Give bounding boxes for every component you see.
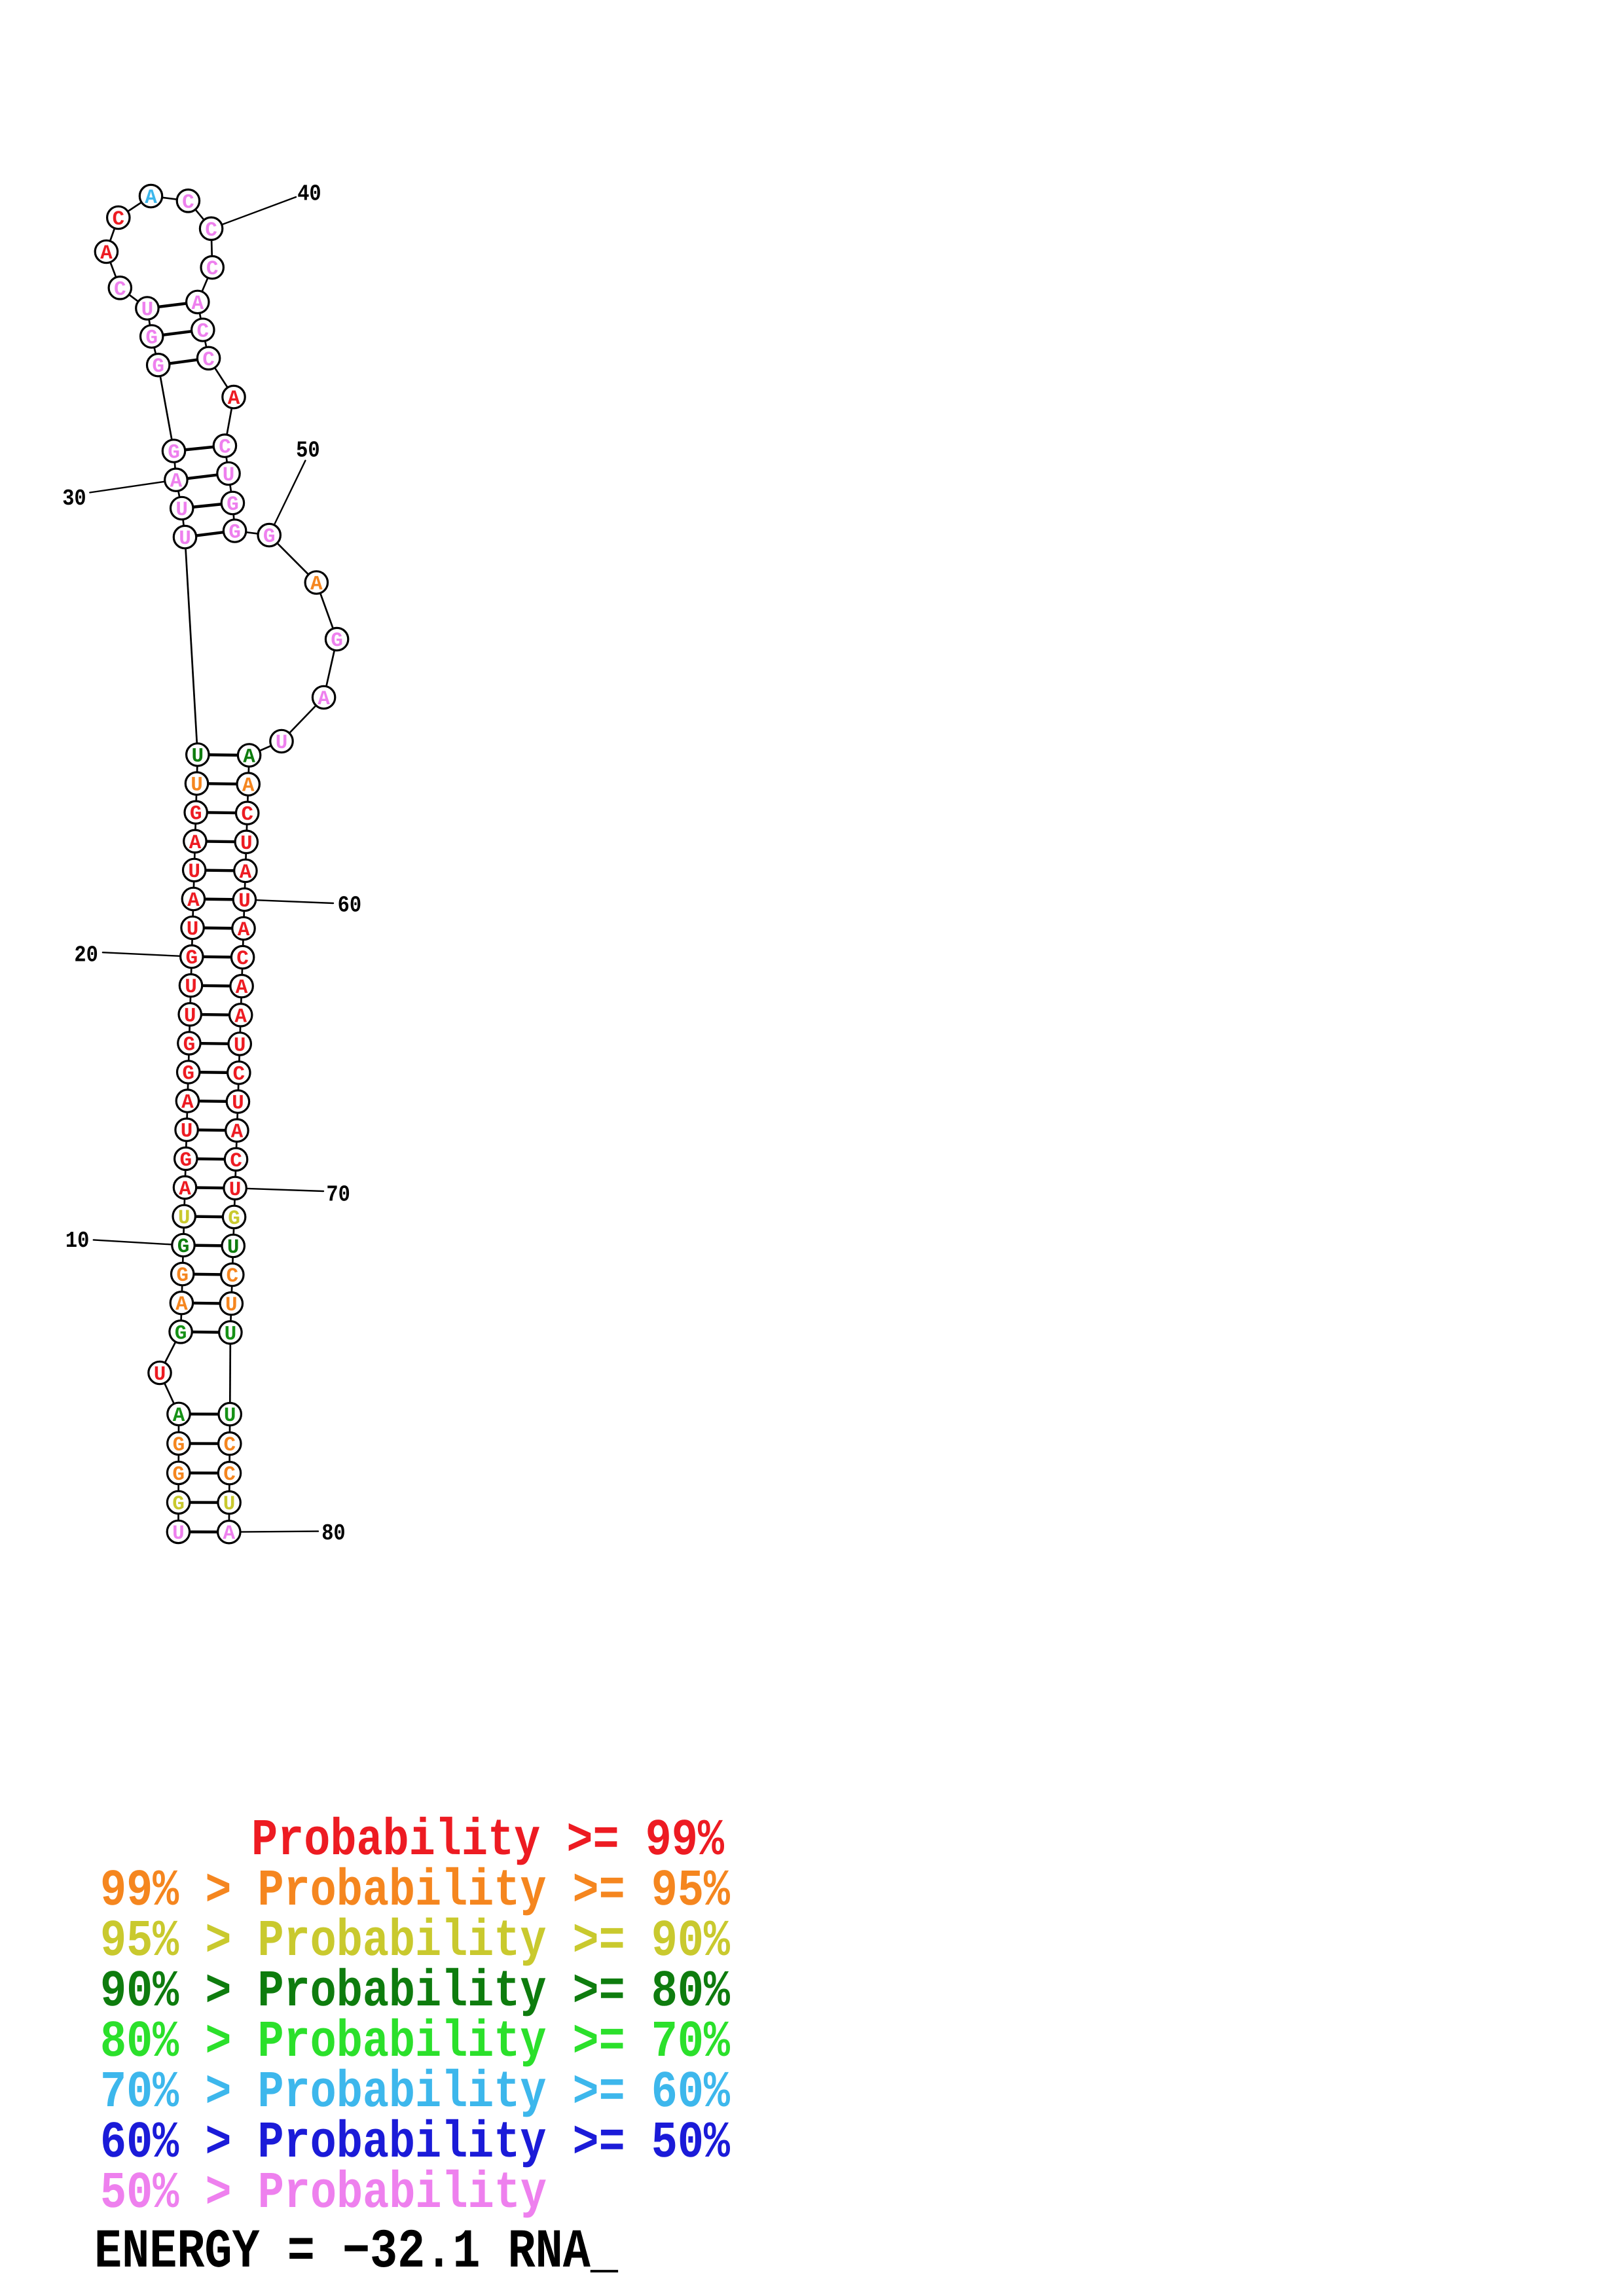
svg-text:A: A [238, 919, 250, 942]
svg-text:U: U [240, 833, 253, 855]
svg-text:A: A [175, 1293, 188, 1316]
svg-text:G: G [179, 1149, 192, 1172]
svg-text:A: A [240, 861, 252, 884]
svg-text:ENERGY = −32.1 RNA_: ENERGY = −32.1 RNA_ [94, 2221, 618, 2284]
svg-text:U: U [227, 1236, 240, 1259]
svg-text:G: G [190, 803, 202, 826]
svg-text:40: 40 [297, 181, 321, 207]
svg-text:A: A [145, 187, 157, 209]
svg-text:G: G [172, 1463, 185, 1486]
svg-text:U: U [225, 1294, 238, 1317]
svg-text:U: U [224, 1405, 236, 1427]
svg-text:U: U [232, 1092, 244, 1115]
svg-text:A: A [231, 1121, 244, 1144]
svg-text:C: C [219, 437, 231, 459]
svg-text:50: 50 [296, 438, 320, 464]
svg-text:99% > Probability >= 95%: 99% > Probability >= 95% [100, 1861, 730, 1920]
svg-text:Probability >= 99%: Probability >= 99% [251, 1811, 724, 1870]
svg-text:A: A [187, 889, 200, 912]
svg-text:20: 20 [74, 942, 98, 968]
svg-text:A: A [234, 1005, 247, 1028]
svg-text:A: A [310, 573, 323, 596]
svg-text:U: U [184, 1005, 196, 1028]
svg-text:C: C [114, 278, 126, 301]
svg-text:U: U [223, 464, 235, 487]
svg-text:C: C [182, 191, 194, 214]
svg-text:60% > Probability >= 50%: 60% > Probability >= 50% [100, 2113, 730, 2172]
svg-text:U: U [223, 1493, 236, 1516]
svg-text:G: G [228, 1208, 240, 1230]
svg-text:U: U [179, 528, 191, 550]
svg-text:U: U [154, 1363, 166, 1386]
svg-text:10: 10 [65, 1228, 89, 1254]
svg-text:C: C [241, 804, 253, 827]
svg-text:C: C [206, 258, 219, 281]
svg-text:50% > Probability: 50% > Probability [100, 2164, 547, 2223]
svg-text:60: 60 [338, 893, 362, 919]
svg-text:G: G [183, 1033, 196, 1056]
svg-text:G: G [182, 1063, 194, 1086]
svg-text:G: G [177, 1236, 190, 1259]
svg-text:G: G [173, 1434, 185, 1457]
svg-text:C: C [230, 1150, 242, 1173]
svg-text:A: A [189, 832, 202, 855]
svg-text:A: A [242, 775, 255, 798]
svg-text:70% > Probability >= 60%: 70% > Probability >= 60% [100, 2063, 730, 2122]
svg-text:U: U [175, 499, 188, 522]
svg-text:C: C [223, 1434, 236, 1457]
svg-text:U: U [172, 1522, 185, 1545]
svg-text:G: G [145, 327, 158, 350]
svg-text:G: G [172, 1493, 185, 1516]
svg-text:G: G [227, 493, 239, 516]
svg-text:90% > Probability >= 80%: 90% > Probability >= 80% [100, 1962, 730, 2021]
svg-text:C: C [196, 321, 209, 344]
svg-text:G: G [175, 1322, 187, 1345]
svg-text:U: U [191, 774, 203, 797]
svg-text:U: U [178, 1207, 191, 1230]
svg-text:70: 70 [326, 1181, 350, 1208]
svg-text:C: C [236, 948, 249, 971]
svg-text:G: G [185, 947, 198, 970]
svg-text:G: G [263, 526, 276, 548]
svg-text:U: U [181, 1121, 193, 1143]
svg-text:U: U [191, 745, 204, 768]
svg-text:95% > Probability >= 90%: 95% > Probability >= 90% [100, 1912, 730, 1971]
svg-text:A: A [100, 242, 113, 265]
svg-text:A: A [243, 746, 255, 769]
svg-text:G: G [331, 630, 343, 653]
svg-text:80% > Probability >= 70%: 80% > Probability >= 70% [100, 2013, 730, 2072]
svg-text:C: C [226, 1265, 238, 1288]
svg-text:G: G [152, 355, 164, 378]
svg-text:A: A [170, 471, 183, 493]
svg-text:A: A [228, 387, 240, 410]
svg-text:A: A [223, 1522, 235, 1545]
svg-text:G: G [176, 1265, 189, 1287]
svg-text:U: U [187, 918, 199, 941]
svg-text:U: U [234, 1034, 246, 1057]
svg-text:A: A [191, 293, 204, 315]
svg-text:C: C [202, 349, 215, 372]
svg-text:C: C [205, 219, 217, 242]
svg-text:U: U [141, 299, 154, 322]
svg-text:C: C [223, 1463, 236, 1486]
svg-text:U: U [188, 861, 200, 884]
svg-text:A: A [179, 1178, 191, 1201]
svg-text:30: 30 [62, 486, 86, 512]
svg-text:G: G [228, 522, 241, 545]
svg-text:U: U [229, 1179, 242, 1202]
svg-text:A: A [181, 1092, 194, 1115]
svg-text:A: A [236, 977, 248, 999]
svg-text:U: U [276, 732, 288, 755]
svg-text:C: C [112, 208, 124, 231]
svg-text:G: G [168, 442, 180, 465]
svg-text:80: 80 [321, 1520, 346, 1547]
svg-text:U: U [185, 976, 197, 999]
svg-text:A: A [318, 688, 330, 711]
svg-text:A: A [173, 1405, 185, 1427]
svg-text:U: U [225, 1323, 237, 1346]
svg-text:U: U [238, 890, 251, 913]
svg-text:C: C [232, 1064, 245, 1086]
